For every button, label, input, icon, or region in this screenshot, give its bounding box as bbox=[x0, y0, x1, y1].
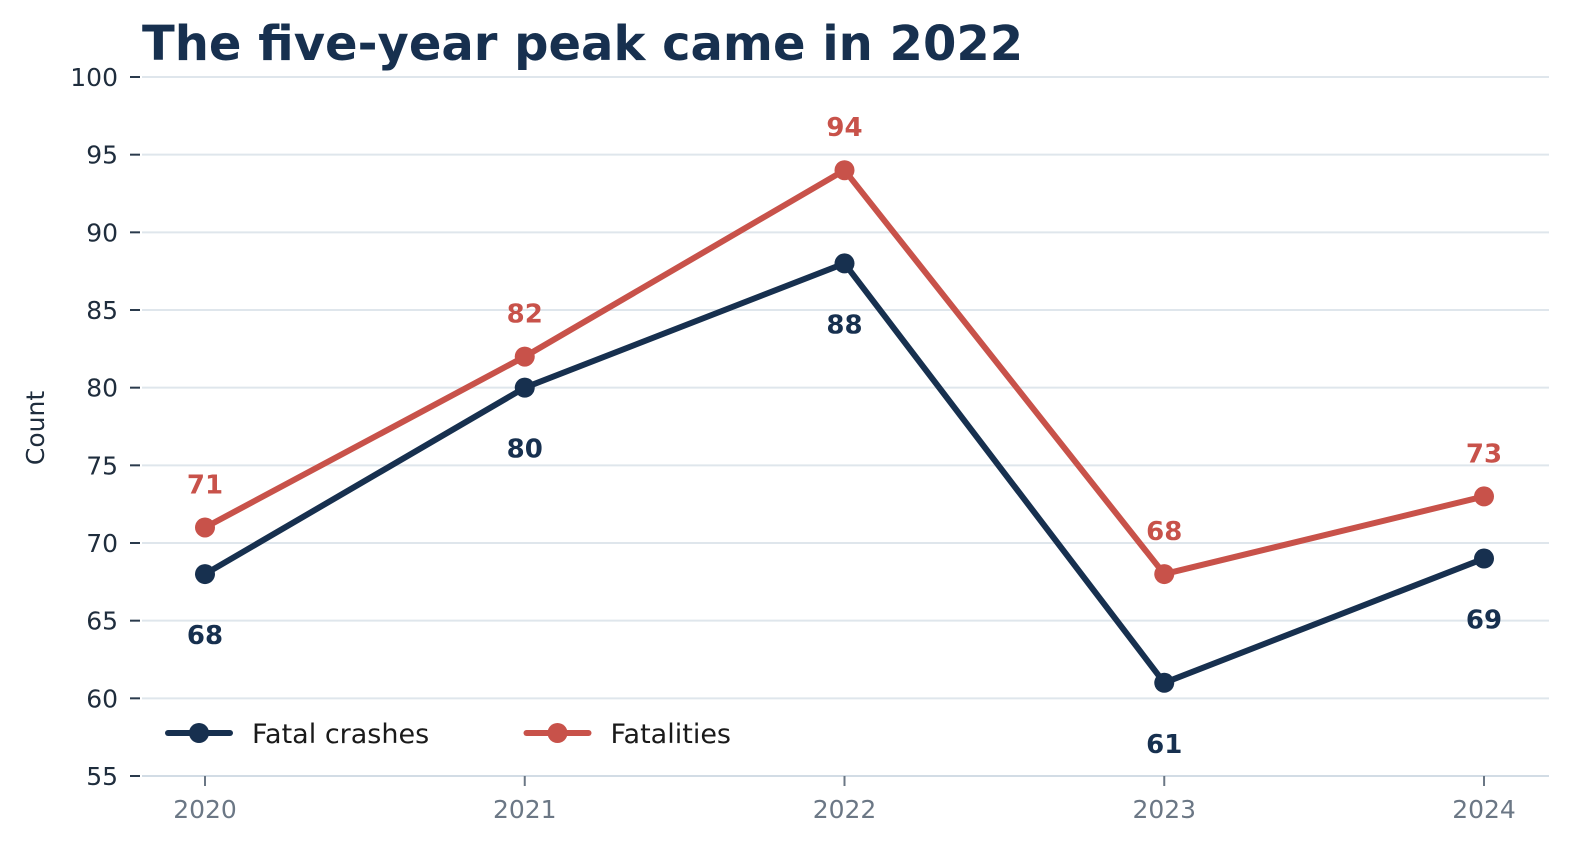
data-label-fatalities-2021: 82 bbox=[507, 300, 543, 330]
data-label-fatal-crashes-2022: 88 bbox=[826, 310, 862, 340]
data-label-fatal-crashes-2024: 69 bbox=[1466, 606, 1502, 636]
grid-lines bbox=[142, 76, 1549, 700]
data-label-fatalities-2023: 68 bbox=[1146, 517, 1182, 547]
legend: Fatal crashes Fatalities bbox=[165, 719, 732, 750]
data-label-fatalities-2024: 73 bbox=[1466, 439, 1502, 469]
point-fatal-crashes-2021 bbox=[514, 377, 535, 398]
legend-marker-fatal-crashes bbox=[189, 723, 209, 743]
legend-marker-fatalities bbox=[547, 723, 568, 743]
y-tick-label-65: 65 bbox=[86, 607, 118, 636]
x-tick-label-2020: 2020 bbox=[173, 795, 237, 824]
y-tick-label-55: 55 bbox=[86, 762, 118, 791]
data-label-fatalities-2020: 71 bbox=[187, 470, 223, 500]
legend-item-fatal-crashes: Fatal crashes bbox=[165, 719, 429, 750]
legend-label-fatalities: Fatalities bbox=[611, 719, 732, 750]
point-fatalities-2021 bbox=[514, 346, 535, 367]
y-tick-label-75: 75 bbox=[86, 451, 118, 480]
point-fatal-crashes-2020 bbox=[195, 564, 215, 585]
point-fatal-crashes-2023 bbox=[1154, 672, 1175, 693]
data-label-fatal-crashes-2021: 80 bbox=[507, 435, 543, 465]
axes: 55 60 65 70 75 80 85 90 95 100 2020 2021 2022 2023 202… bbox=[70, 63, 1549, 824]
y-axis-label: Count bbox=[21, 391, 50, 465]
y-tick-label-85: 85 bbox=[86, 296, 118, 325]
chart-title: The five-year peak came in 2022 bbox=[142, 16, 1023, 72]
point-fatalities-2023 bbox=[1154, 564, 1175, 585]
data-labels: 68 80 88 61 69 71 82 94 68 73 bbox=[187, 113, 1502, 760]
y-tick-label-90: 90 bbox=[86, 218, 118, 247]
point-fatal-crashes-2024 bbox=[1474, 548, 1494, 569]
x-tick-label-2023: 2023 bbox=[1132, 795, 1196, 824]
x-tick-label-2021: 2021 bbox=[493, 795, 557, 824]
x-tick-label-2022: 2022 bbox=[813, 795, 877, 824]
y-tick-label-100: 100 bbox=[70, 63, 118, 92]
y-tick-label-80: 80 bbox=[86, 374, 118, 403]
point-fatalities-2024 bbox=[1474, 486, 1494, 507]
legend-label-fatal-crashes: Fatal crashes bbox=[252, 719, 429, 750]
legend-item-fatalities: Fatalities bbox=[523, 719, 732, 750]
series-lines bbox=[195, 160, 1494, 693]
y-tick-label-60: 60 bbox=[86, 684, 118, 713]
data-label-fatalities-2022: 94 bbox=[826, 113, 862, 143]
point-fatalities-2022 bbox=[834, 160, 855, 181]
x-tick-label-2024: 2024 bbox=[1452, 795, 1516, 824]
data-label-fatal-crashes-2023: 61 bbox=[1146, 730, 1182, 760]
series-line-fatalities bbox=[202, 167, 1487, 578]
y-tick-label-95: 95 bbox=[86, 141, 118, 170]
y-tick-label-70: 70 bbox=[86, 529, 118, 558]
data-label-fatal-crashes-2020: 68 bbox=[187, 621, 223, 651]
point-fatal-crashes-2022 bbox=[834, 253, 855, 274]
point-fatalities-2020 bbox=[195, 517, 215, 538]
